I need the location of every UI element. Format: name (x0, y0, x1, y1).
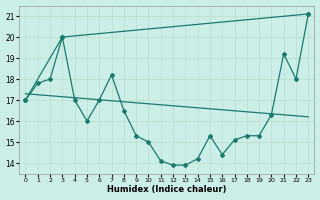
X-axis label: Humidex (Indice chaleur): Humidex (Indice chaleur) (107, 185, 227, 194)
